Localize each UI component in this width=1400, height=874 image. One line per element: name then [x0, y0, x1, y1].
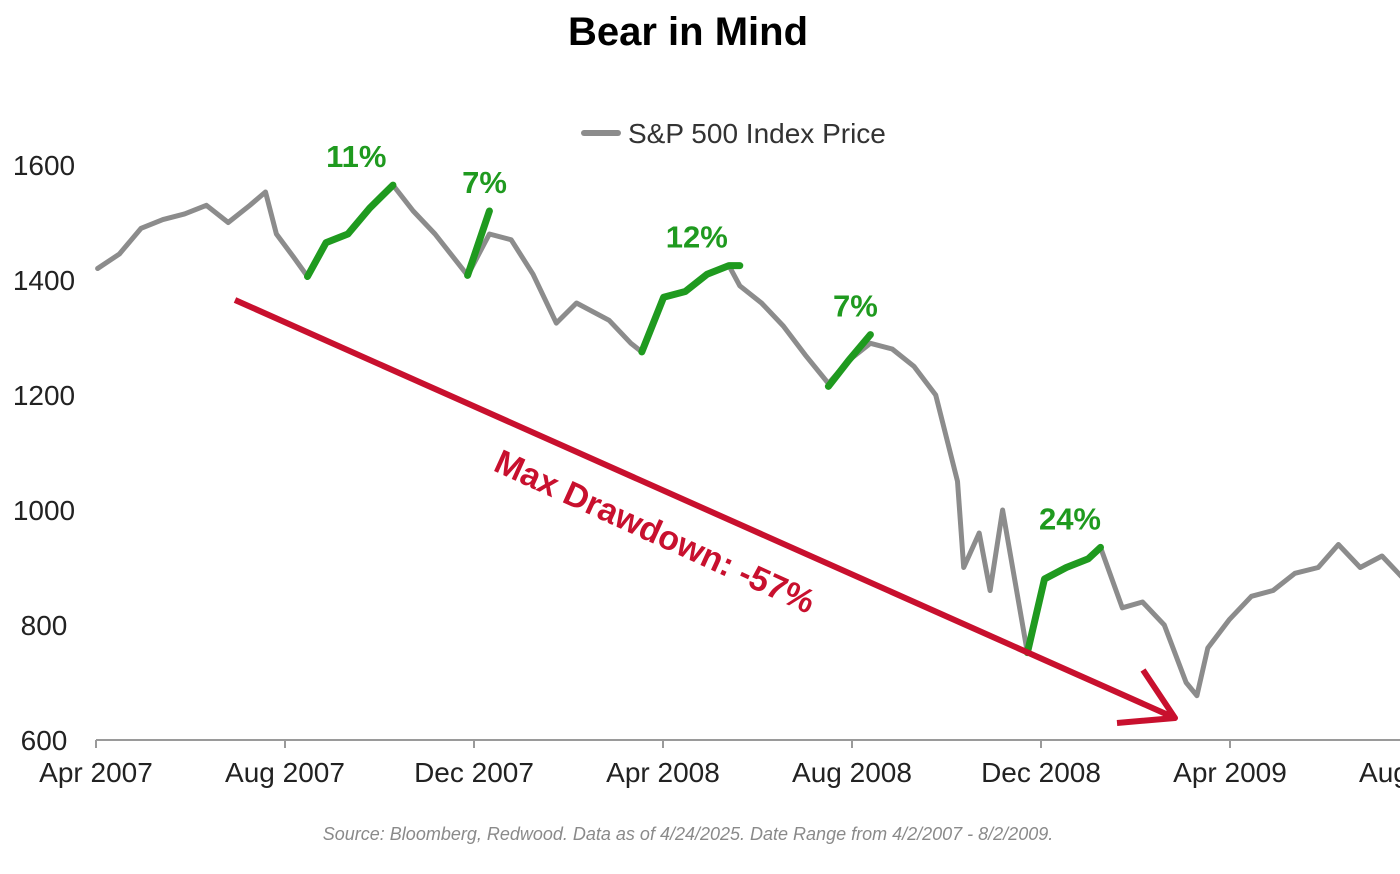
drawdown-annotation: Max Drawdown: -57% [233, 297, 1178, 726]
y-tick-label: 600 [21, 725, 68, 756]
rally-gain-label: 7% [462, 165, 507, 200]
x-tick-label: Apr 2009 [1173, 757, 1287, 788]
y-tick-label: 1000 [13, 495, 75, 526]
rally-segment [824, 331, 874, 390]
x-tick-label: Aug 2008 [792, 757, 912, 788]
series-line-sp500 [95, 182, 1400, 699]
y-tick-label: 800 [21, 610, 68, 641]
drawdown-arrowhead [1116, 668, 1178, 726]
x-tick-label: Aug 2007 [225, 757, 345, 788]
x-tick-label: Dec 2007 [414, 757, 534, 788]
source-note: Source: Bloomberg, Redwood. Data as of 4… [322, 824, 1054, 844]
x-tick-label: Apr 2008 [606, 757, 720, 788]
legend-label: S&P 500 Index Price [628, 118, 886, 149]
x-tick-label: Apr 2007 [39, 757, 153, 788]
y-tick-label: 1400 [13, 265, 75, 296]
drawdown-arrow-line [233, 297, 1177, 721]
rally-gain-label: 24% [1039, 501, 1101, 536]
axes: Apr 2007 Aug 2007 Dec 2007 Apr 2008 Aug 2008… [13, 150, 1400, 788]
x-tick-label: Dec 2008 [981, 757, 1101, 788]
chart-title: Bear in Mind [567, 10, 809, 54]
legend: S&P 500 Index Price [581, 118, 886, 149]
rally-segment [1023, 543, 1104, 657]
x-tick-label: Aug 2009 [1359, 757, 1400, 788]
rally-segment [638, 262, 744, 356]
drawdown-label: Max Drawdown: -57% [489, 443, 821, 622]
rally-segment [304, 181, 397, 280]
rally-gain-label: 7% [833, 289, 878, 324]
rally-gain-label: 11% [326, 139, 386, 174]
series-layer [95, 182, 1400, 699]
rally-segment [464, 207, 493, 279]
y-tick-label: 1200 [13, 380, 75, 411]
rally-layer: 11% 7% 12% 7% 24% [304, 139, 1104, 657]
rally-gain-label: 12% [666, 220, 728, 255]
y-tick-label: 1600 [13, 150, 75, 181]
